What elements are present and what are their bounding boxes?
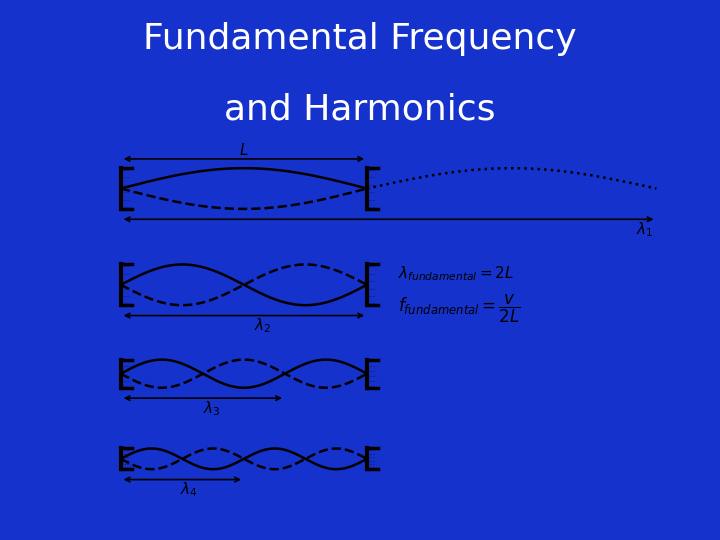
Text: and Harmonics: and Harmonics (224, 92, 496, 126)
Text: $L$: $L$ (239, 142, 248, 158)
Text: $\lambda_4$: $\lambda_4$ (179, 480, 197, 499)
Text: $\lambda_{fundamental} = 2L$: $\lambda_{fundamental} = 2L$ (397, 265, 514, 283)
Text: $\lambda_1$: $\lambda_1$ (636, 220, 653, 239)
Text: $f_{fundamental} = \dfrac{v}{2L}$: $f_{fundamental} = \dfrac{v}{2L}$ (397, 293, 521, 325)
Text: $\lambda_2$: $\lambda_2$ (253, 316, 271, 335)
Text: $\lambda_3$: $\lambda_3$ (203, 399, 221, 417)
Text: Fundamental Frequency: Fundamental Frequency (143, 22, 577, 56)
